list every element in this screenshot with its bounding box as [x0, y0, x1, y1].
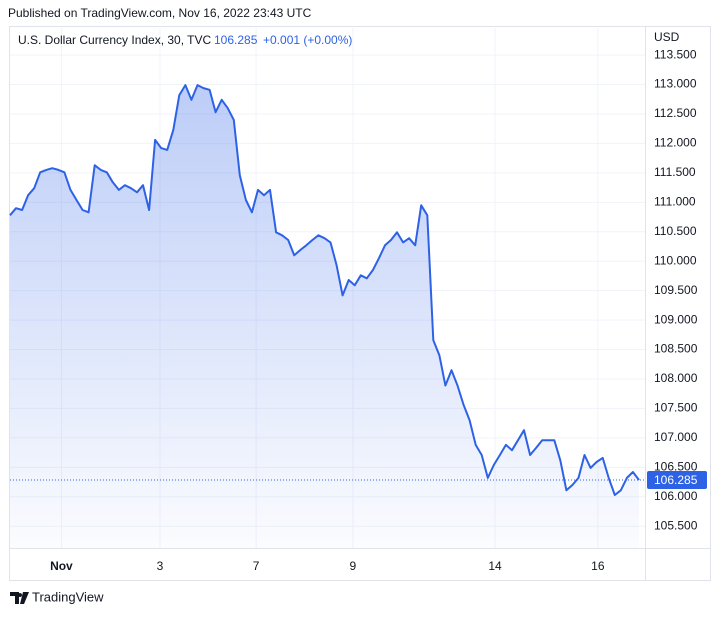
y-tick-label: 110.000 [654, 253, 697, 267]
area [10, 85, 639, 548]
y-axis-label: USD [654, 30, 680, 44]
legend-name: U.S. Dollar Currency Index, 30, TVC [18, 33, 212, 47]
x-tick-label: 16 [591, 559, 605, 573]
y-tick-label: 112.000 [654, 136, 697, 150]
y-tick-label: 111.000 [654, 194, 696, 208]
y-tick-label: 109.500 [654, 283, 698, 297]
y-tick-label: 107.500 [654, 401, 698, 415]
y-tick-label: 108.500 [654, 342, 698, 356]
header-title: Published on TradingView.com, Nov 16, 20… [8, 6, 312, 20]
y-tick-label: 112.500 [654, 106, 697, 120]
y-tick-label: 108.000 [654, 371, 698, 385]
footer-logo: TradingView [10, 589, 104, 604]
y-tick-label: 109.000 [654, 312, 698, 326]
y-tick-label: 113.500 [654, 47, 697, 61]
y-tick-label: 106.000 [654, 489, 698, 503]
logo-icon [10, 592, 29, 604]
y-tick-label: 106.500 [654, 459, 698, 473]
line [9, 84, 640, 496]
panel-border [9, 26, 711, 581]
y-tick-label: 111.500 [654, 165, 696, 179]
y-tick-label: 105.500 [654, 518, 698, 532]
footer-brand: TradingView [32, 589, 104, 604]
x-tick-label: 7 [253, 559, 260, 573]
x-tick-label: Nov [50, 559, 73, 573]
x-tick-label: 3 [157, 559, 164, 573]
price-tag [647, 470, 707, 489]
x-tick-label: 9 [350, 559, 357, 573]
y-tick-label: 113.000 [654, 77, 697, 91]
x-tick-label: 14 [488, 559, 502, 573]
y-tick-label: 110.500 [654, 224, 697, 238]
legend-change: +0.001 (+0.00%) [263, 33, 352, 47]
price-tag-label: 106.285 [654, 473, 698, 487]
y-tick-label: 107.000 [654, 430, 698, 444]
legend-price: 106.285 [214, 33, 258, 47]
